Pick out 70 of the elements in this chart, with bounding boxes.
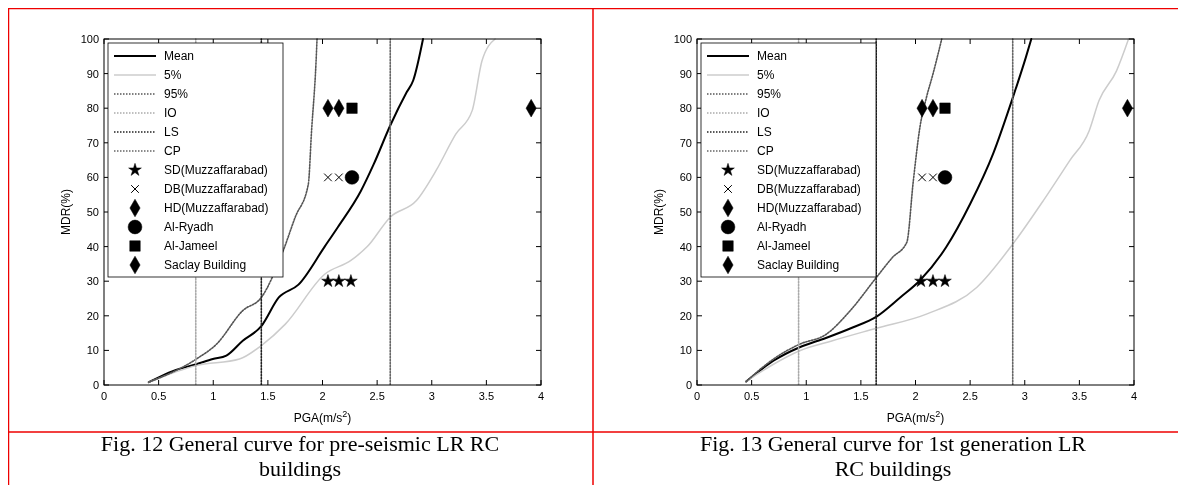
y-tick-label: 0 <box>92 379 99 391</box>
legend-label: Al-Ryadh <box>757 220 807 234</box>
y-tick-label: 20 <box>679 309 692 322</box>
legend-label: CP <box>757 144 774 158</box>
y-tick-label: 90 <box>86 67 99 80</box>
legend-label: Al-Ryadh <box>164 220 214 234</box>
y-tick-label: 20 <box>86 309 99 322</box>
y-tick-label: 10 <box>86 344 99 357</box>
legend-label: DB(Muzzaffarabad) <box>757 182 861 196</box>
x-tick-label: 2 <box>319 390 326 402</box>
x-tick-label: 3.5 <box>478 390 495 402</box>
x-tick-label: 3.5 <box>1071 390 1088 402</box>
legend-label: 95% <box>757 87 782 101</box>
y-tick-label: 100 <box>673 33 692 45</box>
y-tick-label: 90 <box>679 67 692 80</box>
legend-label: 95% <box>164 87 189 101</box>
y-tick-label: 40 <box>86 240 99 253</box>
y-tick-label: 40 <box>679 240 692 253</box>
x-tick-label: 1.5 <box>853 390 869 402</box>
legend-label: IO <box>757 106 770 120</box>
x-tick-label: 3 <box>1021 390 1028 402</box>
x-axis-title: PGA(m/s$^{2}$) <box>293 409 352 425</box>
y-tick-label: 80 <box>86 102 99 115</box>
x-axis-title: PGA(m/s$^{2}$) <box>886 409 945 425</box>
legend-label: LS <box>757 125 772 139</box>
x-tick-label: 2.5 <box>962 390 978 402</box>
y-tick-label: 60 <box>86 171 99 184</box>
y-tick-label: 70 <box>86 136 99 149</box>
x-tick-label: 1 <box>803 390 810 402</box>
legend-label: Saclay Building <box>757 258 840 272</box>
y-tick-label: 70 <box>679 136 692 149</box>
caption: Fig. 12 General curve for pre-seismic LR RC buildings <box>99 431 501 481</box>
legend-label: HD(Muzzaffarabad) <box>164 201 269 215</box>
y-tick-label: 50 <box>86 206 99 218</box>
legend-label: DB(Muzzaffarabad) <box>164 182 268 196</box>
y-tick-label: 80 <box>679 102 692 115</box>
x-tick-label: 2.5 <box>369 390 385 402</box>
legend-label: IO <box>164 106 177 120</box>
legend-label: CP <box>164 144 181 158</box>
x-tick-label: 0 <box>100 390 108 402</box>
legend-label: LS <box>164 125 179 139</box>
y-tick-label: 50 <box>679 206 692 218</box>
legend-label: SD(Muzzaffarabad) <box>757 163 861 177</box>
legend-label: Mean <box>757 49 788 63</box>
x-tick-label: 3 <box>428 390 435 402</box>
x-tick-label: 0.5 <box>743 390 760 402</box>
legend-label: Al-Jameel <box>164 239 218 253</box>
y-tick-label: 60 <box>679 171 692 184</box>
y-axis-title: MDR(%) <box>59 189 73 235</box>
legend-label: SD(Muzzaffarabad) <box>164 163 268 177</box>
x-tick-label: 0 <box>693 390 701 402</box>
x-tick-label: 2 <box>912 390 919 402</box>
y-tick-label: 0 <box>685 379 692 391</box>
y-tick-label: 30 <box>86 275 99 288</box>
x-tick-label: 4 <box>537 390 545 402</box>
caption: Fig. 13 General curve for 1st generation LR RC buildings <box>698 431 1088 481</box>
y-tick-label: 30 <box>679 275 692 288</box>
legend-label: Al-Jameel <box>757 239 811 253</box>
y-axis-title: MDR(%) <box>652 189 666 235</box>
x-tick-label: 1 <box>210 390 217 402</box>
legend-label: 5% <box>757 68 775 82</box>
x-tick-label: 4 <box>1130 390 1138 402</box>
x-tick-label: 0.5 <box>150 390 167 402</box>
legend-label: Saclay Building <box>164 258 247 272</box>
legend-label: Mean <box>164 49 195 63</box>
y-tick-label: 10 <box>679 344 692 357</box>
y-tick-label: 100 <box>80 33 99 45</box>
x-tick-label: 1.5 <box>260 390 276 402</box>
legend-label: HD(Muzzaffarabad) <box>757 201 862 215</box>
legend-label: 5% <box>164 68 182 82</box>
